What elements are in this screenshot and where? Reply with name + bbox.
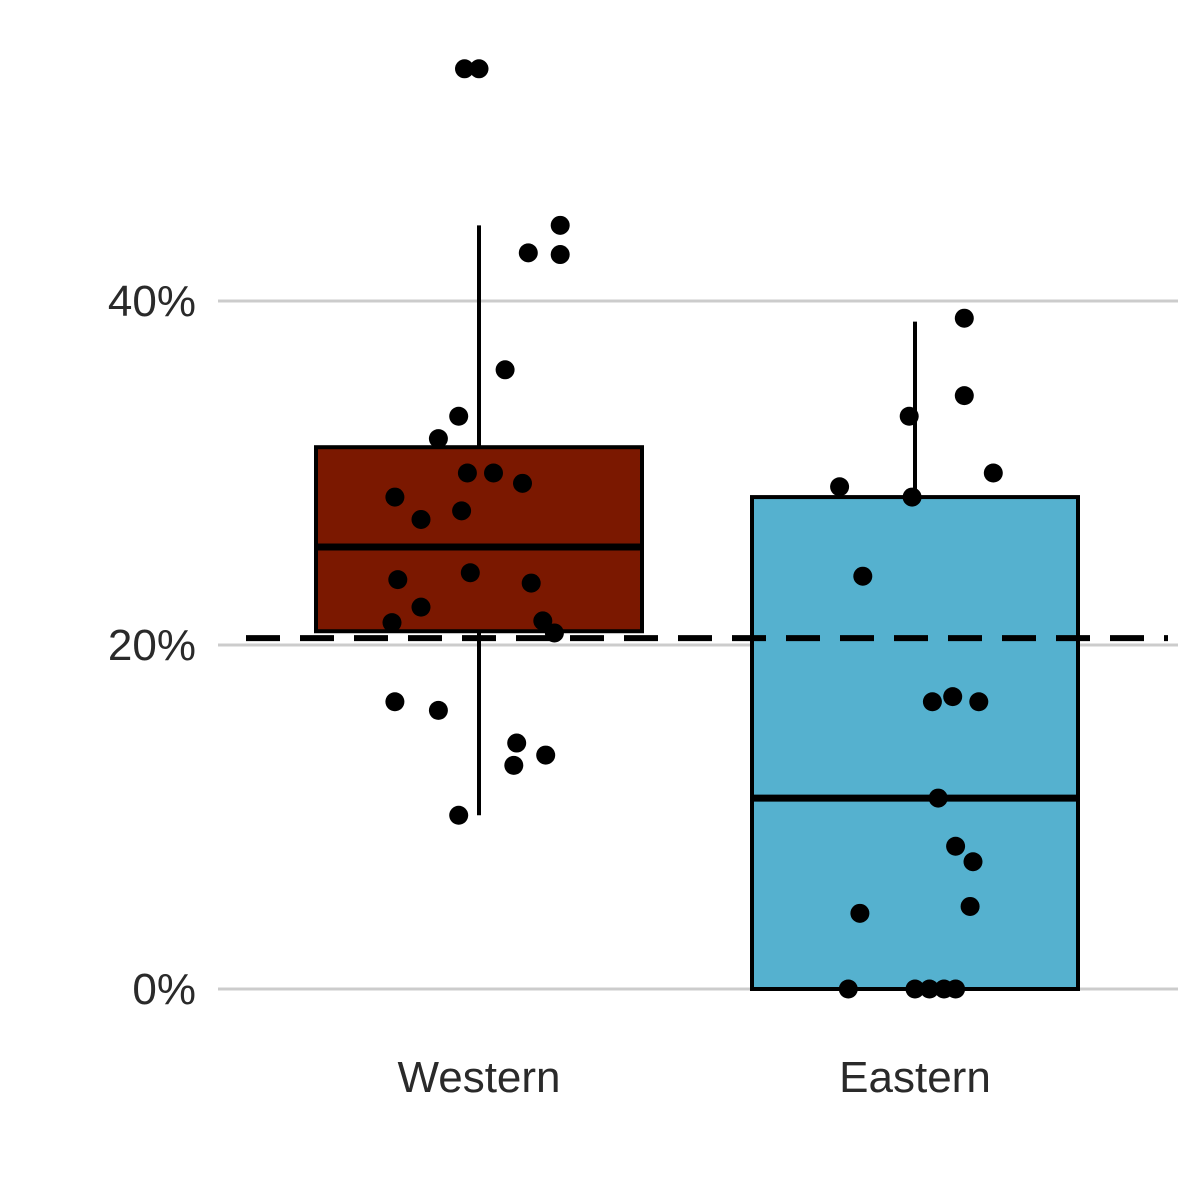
data-point: [452, 501, 472, 521]
data-point: [960, 896, 980, 916]
data-point: [830, 477, 850, 497]
data-point: [850, 903, 870, 923]
data-point: [460, 563, 480, 583]
data-point: [544, 623, 564, 643]
data-point: [449, 805, 469, 825]
data-point: [457, 463, 477, 483]
data-point: [533, 611, 553, 631]
data-point: [521, 573, 541, 593]
data-point: [969, 692, 989, 712]
y-tick-label: 0%: [132, 965, 196, 1014]
data-point: [920, 979, 939, 999]
data-point: [428, 429, 448, 449]
boxes: [314, 225, 1080, 991]
data-point: [550, 215, 570, 235]
data-point: [905, 979, 925, 999]
data-point: [536, 745, 556, 765]
axis-labels: 0% 20% 40% Western Eastern: [108, 277, 991, 1102]
box-body: [314, 445, 644, 634]
data-point: [507, 733, 527, 753]
y-tick-label: 40%: [108, 277, 196, 326]
data-point: [946, 836, 966, 856]
data-point: [411, 597, 431, 617]
box-body: [750, 495, 1080, 991]
x-tick-label: Western: [397, 1053, 560, 1102]
data-point: [504, 755, 524, 775]
data-point: [899, 406, 919, 426]
data-point: [922, 692, 942, 712]
data-point: [946, 979, 966, 999]
data-point: [902, 487, 922, 507]
data-point: [484, 463, 503, 483]
data-point: [983, 463, 1003, 483]
x-tick-label: Eastern: [839, 1053, 991, 1102]
data-point: [449, 406, 469, 426]
data-point: [954, 308, 974, 328]
data-point: [954, 386, 974, 406]
data-point: [495, 360, 515, 380]
data-point: [928, 788, 948, 808]
y-tick-label: 20%: [108, 621, 196, 670]
data-point: [411, 509, 431, 529]
data-point: [963, 852, 983, 872]
box-eastern: [750, 321, 1080, 991]
data-point: [385, 487, 405, 507]
data-points: [382, 59, 1003, 999]
data-point: [838, 979, 858, 999]
data-point: [469, 59, 489, 79]
data-point: [388, 570, 408, 590]
box-western: [314, 225, 644, 816]
data-point: [943, 687, 963, 707]
data-point: [518, 243, 538, 263]
data-point: [455, 59, 474, 79]
data-point: [513, 473, 532, 493]
data-point: [385, 692, 405, 712]
data-point: [382, 613, 402, 633]
data-point: [428, 700, 448, 720]
data-point: [853, 566, 873, 586]
data-point: [550, 245, 570, 265]
